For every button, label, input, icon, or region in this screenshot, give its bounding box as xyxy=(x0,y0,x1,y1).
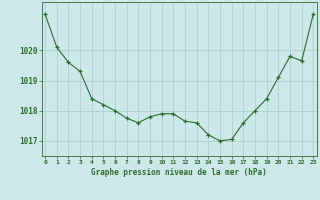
X-axis label: Graphe pression niveau de la mer (hPa): Graphe pression niveau de la mer (hPa) xyxy=(91,168,267,177)
